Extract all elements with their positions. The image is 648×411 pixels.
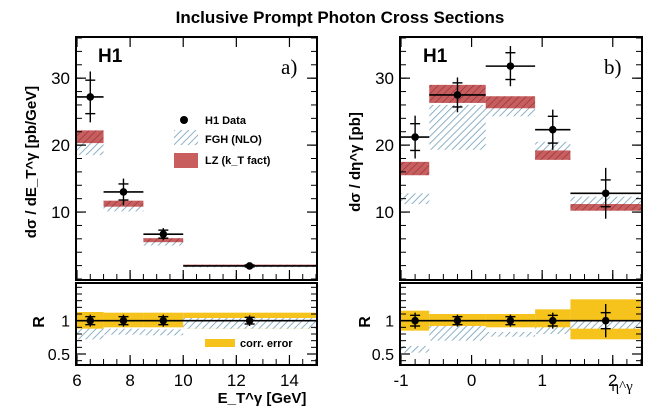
x-tick-label: 10 (174, 371, 193, 390)
legend-lz-label: LZ (k_T fact) (205, 155, 271, 167)
y-tick-label: 30 (51, 69, 70, 88)
y-tick-label: 10 (375, 203, 394, 222)
figure-title: Inclusive Prompt Photon Cross Sections (176, 8, 505, 27)
y-tick-label: 10 (51, 203, 70, 222)
fgh-ratio-band (535, 327, 571, 334)
panel-b-h1-label: H1 (423, 46, 448, 67)
panel-b-frame (399, 36, 643, 281)
fgh-ratio-band (401, 346, 430, 353)
data-point (453, 91, 462, 99)
ratio-a-plot: 0.5 1 6 8 10 12 14 (48, 38, 317, 390)
ratio-b-xlabel: η^γ (611, 379, 633, 395)
data-point (601, 189, 610, 198)
fgh-band (77, 143, 104, 156)
legend-corr-swatch (205, 339, 235, 347)
y-tick-label: 1 (385, 314, 394, 331)
data-point (159, 316, 168, 325)
panel-a-frame (75, 36, 318, 281)
legend-fgh-swatch (174, 130, 198, 145)
lz-band (535, 150, 571, 160)
fgh-ratio-band (429, 326, 486, 341)
ratio-a-ylabel: R (31, 316, 48, 328)
data-point (548, 125, 557, 134)
fgh-band (103, 205, 144, 212)
ratio-b-ylabel: R (357, 316, 374, 328)
data-point (119, 316, 128, 325)
x-tick-label: 12 (227, 371, 246, 390)
legend: H1 Data FGH (NLO) LZ (k_T fact) (174, 115, 271, 168)
data-point (411, 316, 419, 325)
legend-data-label: H1 Data (205, 115, 247, 127)
lz-band (401, 161, 430, 176)
y-tick-label: 30 (375, 69, 394, 88)
data-point (506, 62, 515, 70)
panel-a-plot: 10 20 30 (51, 37, 316, 280)
data-point (453, 316, 462, 325)
ratio-a-xlabel: E_T^γ [GeV] (218, 390, 307, 407)
y-tick-label: 20 (375, 136, 394, 155)
y-tick-label: 0.5 (48, 347, 70, 364)
x-tick-label: 8 (125, 371, 134, 390)
data-point (411, 133, 419, 141)
legend-lz-swatch (174, 153, 198, 168)
fgh-band (143, 241, 184, 246)
data-point (548, 316, 557, 325)
data-point (86, 316, 95, 325)
panel-b-label: b) (604, 55, 622, 79)
x-tick-label: 0 (467, 371, 476, 390)
legend-corr: corr. error (205, 338, 293, 350)
panel-a-label: a) (281, 55, 297, 79)
x-tick-label: 2 (608, 371, 617, 390)
panel-b-ylabel: dσ / dη^γ [pb] (347, 112, 364, 212)
lz-band (77, 130, 104, 144)
y-tick-label: 1 (61, 314, 70, 331)
data-point (159, 230, 168, 238)
data-point (119, 188, 128, 196)
panel-b-plot: 10 20 30 (375, 37, 641, 280)
x-tick-label: 14 (280, 371, 299, 390)
x-tick-label: 6 (72, 371, 81, 390)
ratio-b-frame (399, 282, 643, 366)
data-point (86, 93, 95, 101)
data-point (245, 262, 254, 270)
y-tick-label: 0.5 (372, 347, 394, 364)
data-point (601, 316, 610, 325)
panel-a-ylabel: dσ / dE_T^γ [pb/GeV] (23, 86, 40, 238)
panel-a-h1-label: H1 (98, 46, 123, 67)
x-tick-label: 1 (537, 371, 546, 390)
x-tick-label: -1 (393, 371, 408, 390)
fgh-band (485, 106, 536, 117)
fgh-ratio-band (77, 328, 104, 340)
legend-fgh-label: FGH (NLO) (205, 134, 262, 146)
legend-corr-label: corr. error (240, 338, 293, 350)
fgh-band (401, 193, 430, 205)
fgh-band (429, 104, 486, 150)
ratio-a-frame (75, 282, 318, 366)
ratio-b-plot: 0.5 1 -1 0 1 2 (372, 38, 642, 390)
data-point (506, 316, 515, 325)
legend-data-marker (180, 116, 188, 124)
fgh-ratio-band (485, 332, 536, 337)
data-point (245, 316, 254, 325)
lz-band (485, 96, 536, 109)
y-tick-label: 20 (51, 136, 70, 155)
fgh-ratio-band (143, 329, 184, 336)
fgh-ratio-band (103, 328, 144, 335)
